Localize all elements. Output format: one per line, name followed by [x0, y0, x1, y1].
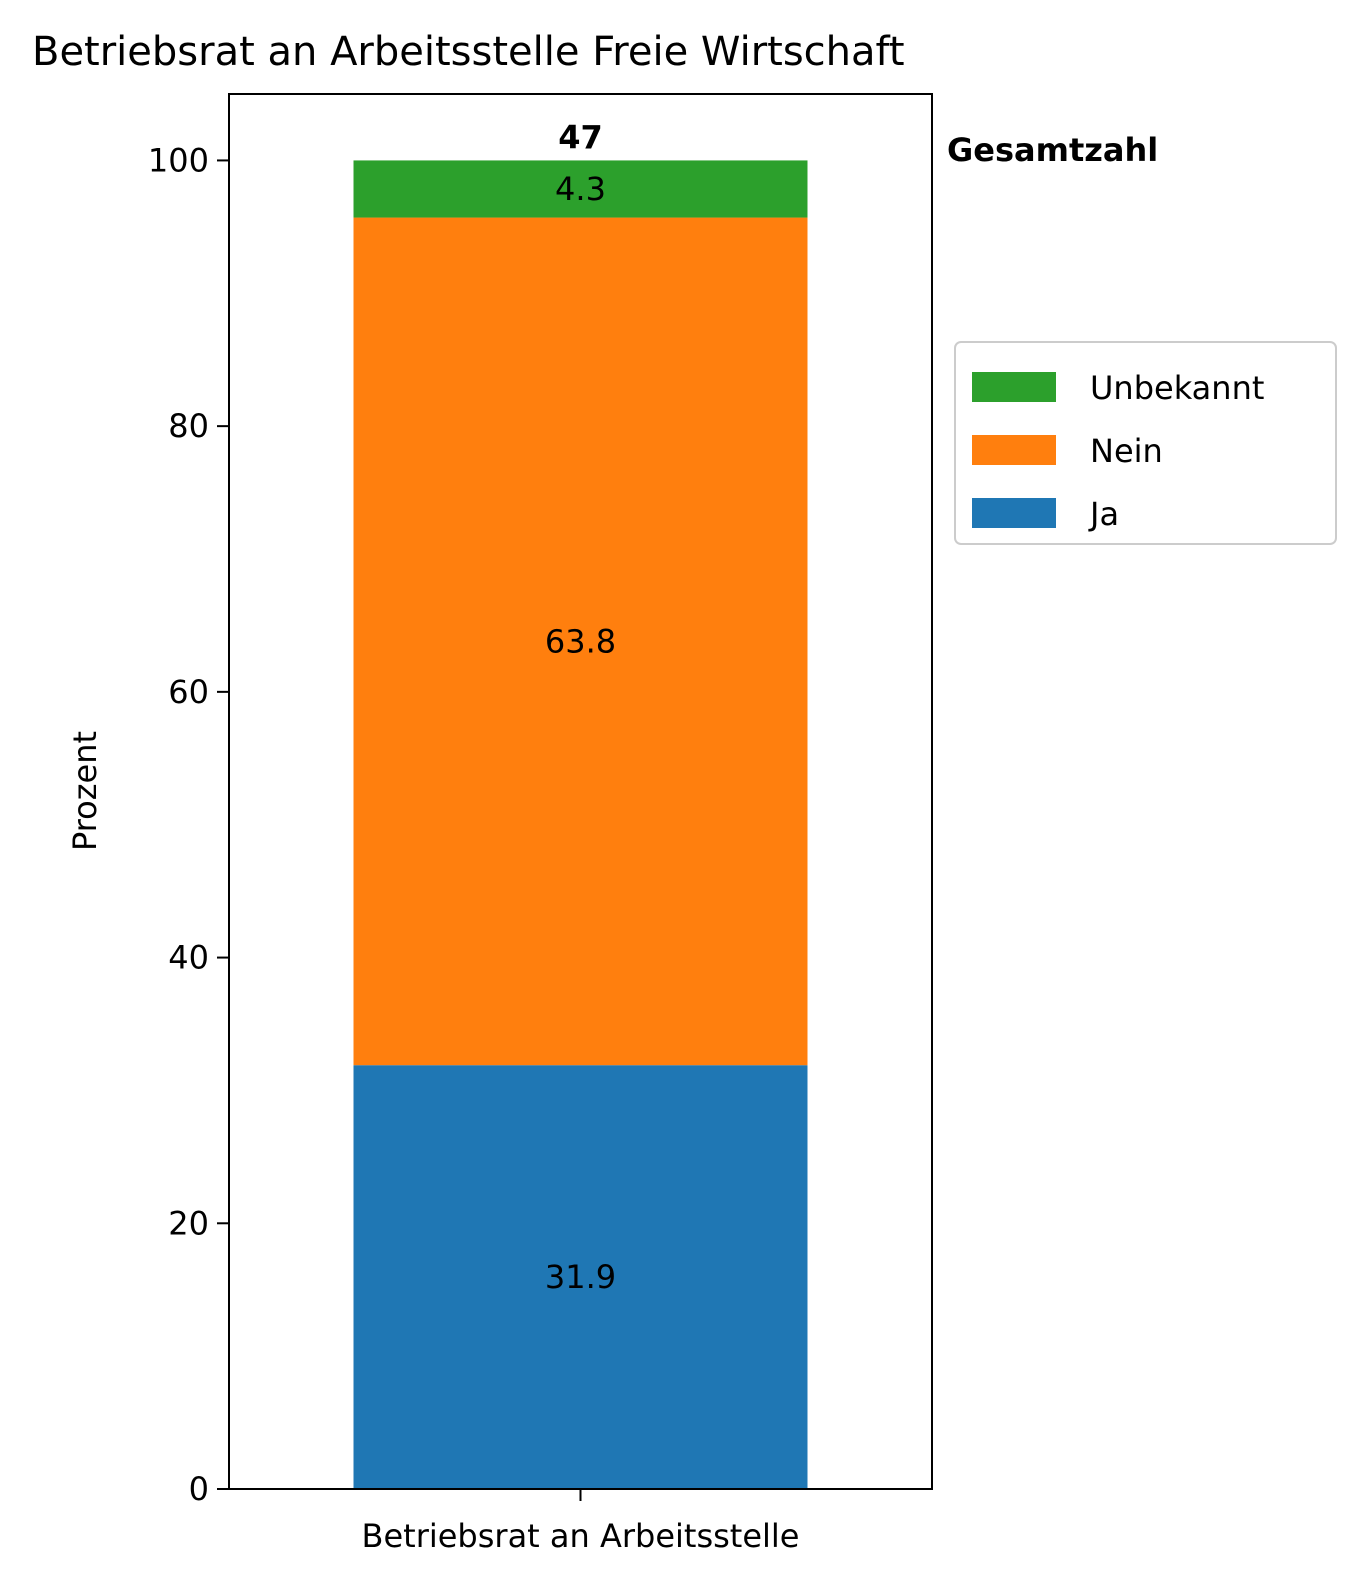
chart-title: Betriebsrat an Arbeitsstelle Freie Wirts…: [32, 29, 905, 75]
y-tick-label: 60: [168, 673, 209, 711]
bar-segment-unbekannt: [353, 160, 808, 218]
legend-swatch-ja: [972, 498, 1056, 528]
legend-label-ja: Ja: [1088, 495, 1119, 533]
data-label-nein: 63.8: [545, 622, 616, 660]
x-tick-label: Betriebsrat an Arbeitsstelle: [362, 1517, 800, 1555]
total-count-label: 47: [558, 118, 603, 156]
legend-swatch-unbekannt: [972, 372, 1056, 402]
y-axis-label: Prozent: [66, 731, 104, 851]
y-tick-label: 0: [189, 1470, 209, 1508]
legend-label-nein: Nein: [1090, 432, 1163, 470]
y-tick-label: 80: [168, 407, 209, 445]
y-tick-label: 20: [168, 1204, 209, 1242]
data-label-ja: 31.9: [545, 1258, 616, 1296]
total-heading: Gesamtzahl: [947, 131, 1158, 169]
y-tick-label: 100: [148, 141, 209, 179]
x-axis: Betriebsrat an Arbeitsstelle: [362, 1489, 800, 1555]
bar-segment-ja: [353, 1065, 808, 1489]
data-label-unbekannt: 4.3: [555, 170, 606, 208]
y-tick-label: 40: [168, 939, 209, 977]
legend: Unbekannt Nein Ja: [954, 341, 1337, 545]
bar-segment-nein: [353, 217, 808, 1066]
plot-area: 31.9 63.8 4.3 47: [353, 118, 808, 1489]
legend-swatch-nein: [972, 435, 1056, 465]
y-axis: 0 20 40 60 80 100: [148, 141, 229, 1508]
legend-label-unbekannt: Unbekannt: [1090, 369, 1264, 407]
